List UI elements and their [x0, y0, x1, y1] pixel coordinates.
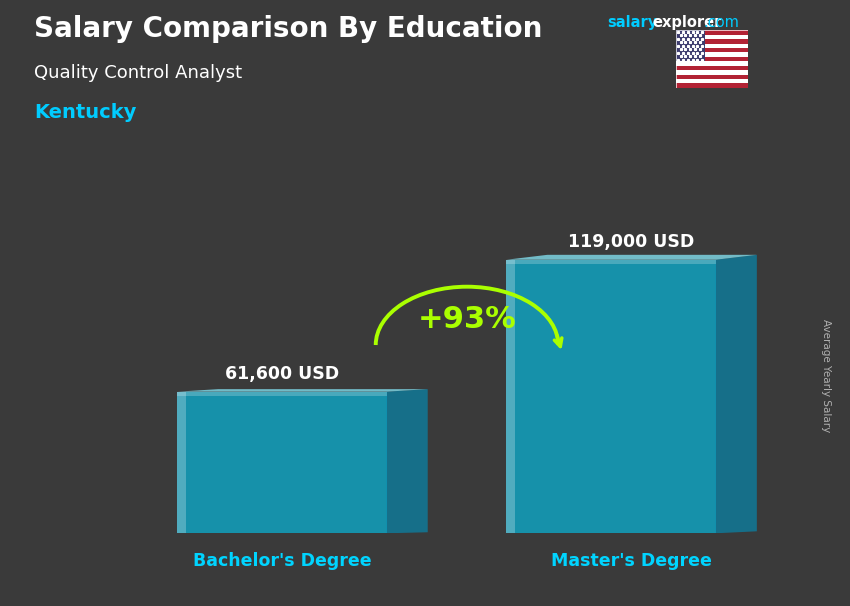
Text: Average Yearly Salary: Average Yearly Salary	[821, 319, 831, 432]
Polygon shape	[177, 391, 387, 396]
Bar	[676, 61, 748, 65]
Bar	[676, 70, 748, 75]
Polygon shape	[507, 255, 756, 260]
Bar	[676, 79, 748, 84]
Polygon shape	[507, 260, 716, 264]
Polygon shape	[716, 255, 756, 533]
Bar	[676, 75, 748, 79]
Text: Quality Control Analyst: Quality Control Analyst	[34, 64, 242, 82]
Bar	[676, 35, 748, 39]
Bar	[676, 44, 748, 48]
Bar	[676, 39, 748, 44]
Text: Kentucky: Kentucky	[34, 103, 136, 122]
Text: explorer: explorer	[653, 15, 722, 30]
Text: 119,000 USD: 119,000 USD	[569, 233, 694, 251]
Bar	[676, 48, 748, 53]
Text: Master's Degree: Master's Degree	[551, 551, 712, 570]
Bar	[676, 65, 748, 70]
Polygon shape	[507, 260, 716, 533]
Bar	[676, 84, 748, 88]
Polygon shape	[177, 391, 186, 533]
Bar	[676, 57, 748, 61]
Text: 61,600 USD: 61,600 USD	[224, 365, 339, 384]
Polygon shape	[387, 389, 428, 533]
Text: Salary Comparison By Education: Salary Comparison By Education	[34, 15, 542, 43]
Bar	[676, 30, 748, 35]
Text: .com: .com	[704, 15, 740, 30]
Bar	[676, 53, 748, 57]
Polygon shape	[507, 260, 515, 533]
Text: salary: salary	[608, 15, 658, 30]
Bar	[676, 30, 705, 61]
Polygon shape	[177, 389, 428, 391]
Polygon shape	[177, 391, 387, 533]
Text: +93%: +93%	[417, 305, 516, 334]
Text: Bachelor's Degree: Bachelor's Degree	[193, 551, 371, 570]
